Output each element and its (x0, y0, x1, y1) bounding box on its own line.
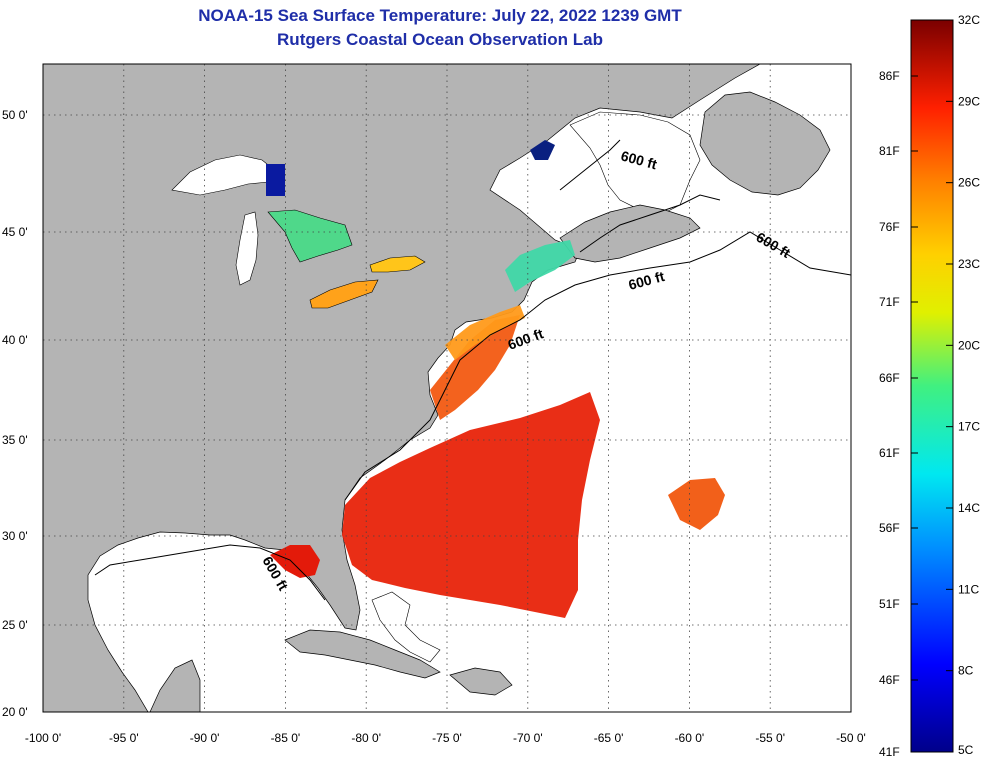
longitude-axis: -100 0' -95 0' -90 0' -85 0' -80 0' -75 0' -70… (25, 731, 866, 745)
colorbar-celsius-label: 8C (958, 664, 974, 678)
colorbar-fahrenheit-label: 71F (879, 295, 900, 309)
map-subtitle: Rutgers Coastal Ocean Observation Lab (277, 30, 603, 49)
colorbar-fahrenheit-label: 81F (879, 144, 900, 158)
latitude-axis: 20 0' 25 0' 30 0' 35 0' 40 0' 45 0' 50 0' (2, 108, 28, 719)
colorbar-fahrenheit-label: 66F (879, 371, 900, 385)
nova-scotia-land (559, 204, 701, 263)
map-frame (42, 63, 852, 713)
lon-tick-label: -100 0' (25, 731, 61, 745)
contour-600ft (94, 139, 851, 601)
colorbar-celsius-label: 23C (958, 257, 980, 271)
lon-tick-label: -50 0' (836, 731, 866, 745)
colorbar-celsius-label: 32C (958, 13, 980, 27)
colorbar-celsius-label: 29C (958, 94, 980, 108)
lake-ontario (369, 255, 426, 273)
north-america-land (43, 64, 761, 712)
colorbar-fahrenheit-label: 51F (879, 597, 900, 611)
colorbar-celsius-label: 17C (958, 420, 980, 434)
lake-michigan (235, 211, 259, 286)
hispaniola-land (449, 667, 513, 696)
temperature-colorbar (910, 19, 954, 753)
sst-gulf-stlawrence-patch (530, 140, 555, 160)
colorbar-fahrenheit-label: 46F (879, 673, 900, 687)
lon-tick-label: -55 0' (755, 731, 785, 745)
sst-swath-midatlantic (430, 315, 520, 420)
lon-tick-label: -75 0' (432, 731, 462, 745)
yucatan-land (149, 659, 201, 712)
sst-offshore-patch (668, 478, 725, 530)
cuba-land (284, 629, 441, 679)
colorbar-ticks: 32C 29C 26C 23C 20C 17C 14C 11C 8C 5C 86F 81F 76F 71F… (879, 13, 980, 759)
lake-huron (267, 209, 353, 263)
lon-tick-label: -85 0' (271, 731, 301, 745)
bahamas-banks (371, 591, 441, 663)
newfoundland-land (699, 91, 831, 196)
sst-gulf-of-maine (505, 240, 575, 292)
colorbar-celsius-label: 26C (958, 176, 980, 190)
lon-tick-label: -60 0' (675, 731, 705, 745)
lat-tick-label: 35 0' (2, 433, 28, 447)
lon-tick-label: -65 0' (594, 731, 624, 745)
colorbar-fahrenheit-label: 41F (879, 745, 900, 759)
colorbar-fahrenheit-label: 76F (879, 220, 900, 234)
map-title: NOAA-15 Sea Surface Temperature: July 22… (198, 6, 682, 25)
sst-gulf-patch (270, 545, 320, 578)
lake-erie (309, 279, 379, 309)
lon-tick-label: -70 0' (513, 731, 543, 745)
colorbar-celsius-label: 5C (958, 743, 974, 757)
lat-tick-label: 25 0' (2, 618, 28, 632)
lat-tick-label: 30 0' (2, 529, 28, 543)
map-graticule (43, 64, 851, 712)
lon-tick-label: -90 0' (190, 731, 220, 745)
lat-tick-label: 40 0' (2, 333, 28, 347)
colorbar-fahrenheit-label: 86F (879, 69, 900, 83)
colorbar-celsius-label: 14C (958, 501, 980, 515)
colorbar-fahrenheit-label: 61F (879, 446, 900, 460)
lat-tick-label: 45 0' (2, 225, 28, 239)
sst-swath-southeast (342, 392, 600, 618)
lat-tick-label: 50 0' (2, 108, 28, 122)
colorbar-fahrenheit-label: 56F (879, 521, 900, 535)
colorbar-celsius-label: 20C (958, 338, 980, 352)
sst-nearshore-north (445, 305, 525, 360)
colorbar-celsius-label: 11C (958, 582, 979, 596)
lat-tick-label: 20 0' (2, 705, 28, 719)
sst-lake-superior-west (266, 164, 285, 196)
lon-tick-label: -80 0' (351, 731, 381, 745)
lon-tick-label: -95 0' (109, 731, 139, 745)
